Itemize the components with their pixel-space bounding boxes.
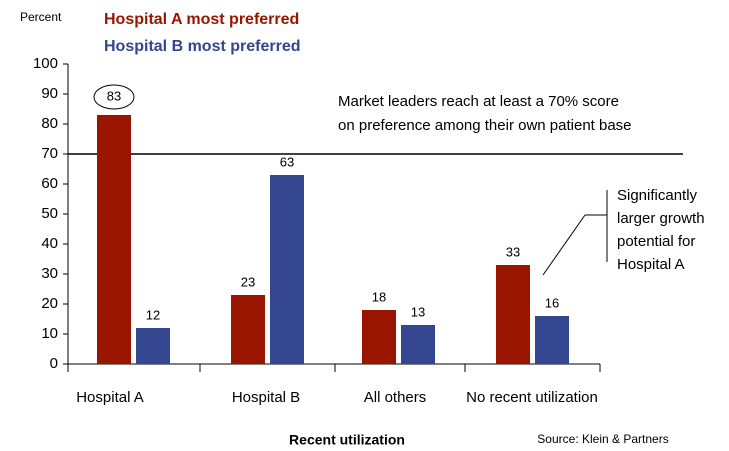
callout: Hospital A [617,256,685,273]
value-label: 13 [411,304,425,319]
annotation: on preference among their own patient ba… [338,117,632,134]
y-tick-label: 20 [41,295,58,312]
x-axis-label: Recent utilization [289,432,405,448]
label-circle [93,84,135,110]
legend-label: Hospital A most preferred [104,11,299,28]
callout: Significantly [617,187,698,204]
value-label: 23 [241,274,255,289]
bar [362,310,396,364]
annotation: Market leaders reach at least a 70% scor… [338,93,619,110]
callout: larger growth [617,210,705,227]
y-tick-label: 0 [50,355,58,372]
x-tick-label: Hospital A [76,389,144,406]
y-axis-label: Percent [20,10,62,24]
bar [231,295,265,364]
value-label: 63 [280,154,294,169]
y-tick-label: 40 [41,235,58,252]
legend-label: Hospital B most preferred [104,38,300,55]
y-tick-label: 80 [41,115,58,132]
bar [97,115,131,364]
value-label: 12 [146,307,160,322]
bar [270,175,304,364]
value-label: 83 [107,88,121,103]
y-tick-label: 90 [41,85,58,102]
x-tick-label: Hospital B [232,389,300,406]
bar [136,328,170,364]
x-tick-label: No recent utilization [466,389,598,406]
value-label: 33 [506,244,520,259]
x-tick-label: All others [364,389,427,406]
y-tick-label: 10 [41,325,58,342]
value-label: 18 [372,289,386,304]
y-tick-label: 70 [41,145,58,162]
bar [496,265,530,364]
y-tick-label: 30 [41,265,58,282]
y-tick-label: 60 [41,175,58,192]
y-tick-label: 50 [41,205,58,222]
source: Source: Klein & Partners [537,432,668,446]
pointer [542,214,586,276]
bar [535,316,569,364]
callout: potential for [617,233,695,250]
y-tick-label: 100 [33,55,58,72]
bar [401,325,435,364]
value-label: 16 [545,295,559,310]
